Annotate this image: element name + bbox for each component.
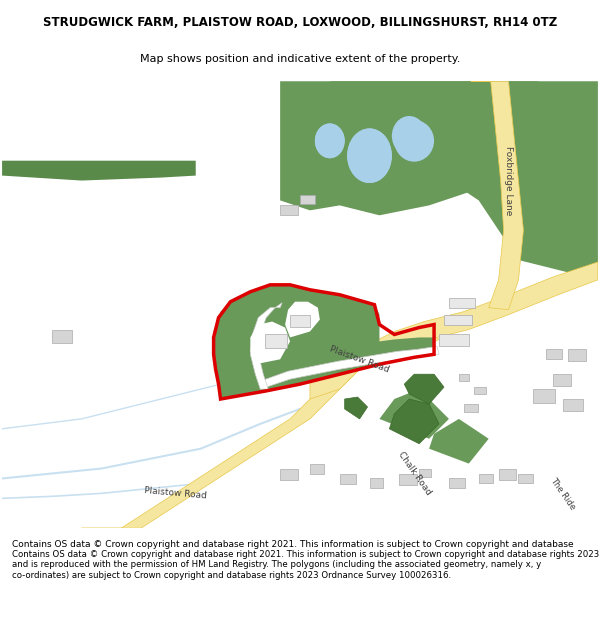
Bar (290, 314, 310, 326)
Polygon shape (280, 81, 538, 215)
Text: STRUDGWICK FARM, PLAISTOW ROAD, LOXWOOD, BILLINGSHURST, RH14 0TZ: STRUDGWICK FARM, PLAISTOW ROAD, LOXWOOD,… (43, 16, 557, 29)
Bar (280, 206, 298, 215)
Text: Chalk Road: Chalk Road (396, 450, 433, 497)
Polygon shape (310, 262, 598, 399)
Bar (52, 329, 71, 343)
Polygon shape (260, 346, 439, 389)
Ellipse shape (347, 128, 392, 183)
Polygon shape (429, 419, 488, 464)
Polygon shape (82, 324, 439, 528)
Polygon shape (2, 161, 196, 181)
Bar (546, 349, 562, 359)
Bar (400, 474, 417, 486)
Polygon shape (250, 322, 290, 364)
Bar (563, 399, 583, 411)
Bar (568, 349, 586, 361)
Text: Plaistow Road: Plaistow Road (144, 486, 208, 501)
Bar (459, 374, 469, 381)
Polygon shape (379, 389, 449, 439)
Bar (300, 196, 315, 204)
Text: Contains OS data © Crown copyright and database right 2021. This information is : Contains OS data © Crown copyright and d… (12, 540, 574, 569)
Polygon shape (344, 397, 368, 419)
Polygon shape (214, 285, 434, 399)
Bar (553, 374, 571, 386)
Ellipse shape (347, 128, 392, 183)
Bar (474, 387, 486, 394)
Polygon shape (389, 399, 439, 444)
Bar (439, 334, 469, 346)
Bar (479, 474, 493, 484)
Text: Map shows position and indicative extent of the property.: Map shows position and indicative extent… (140, 54, 460, 64)
Ellipse shape (394, 120, 434, 162)
Text: Foxbridge Lane: Foxbridge Lane (504, 146, 513, 215)
Ellipse shape (315, 124, 344, 158)
Polygon shape (404, 374, 444, 404)
Polygon shape (330, 81, 598, 280)
Ellipse shape (315, 124, 344, 158)
Bar (340, 474, 356, 484)
Bar (444, 314, 472, 324)
Bar (280, 469, 298, 481)
Polygon shape (250, 302, 282, 389)
Bar (449, 298, 475, 308)
Bar (464, 404, 478, 412)
Polygon shape (471, 81, 523, 309)
Text: Contains OS data © Crown copyright and database right 2021. This information is : Contains OS data © Crown copyright and d… (12, 550, 599, 580)
Ellipse shape (392, 116, 427, 156)
Bar (419, 469, 431, 478)
Bar (518, 474, 533, 484)
Bar (449, 479, 465, 488)
Polygon shape (285, 302, 320, 338)
Text: Plaistow Road: Plaistow Road (329, 344, 391, 374)
Bar (533, 389, 555, 403)
Bar (310, 464, 324, 474)
Text: The Ride: The Ride (549, 476, 577, 511)
Bar (370, 479, 383, 488)
Bar (265, 334, 287, 348)
Bar (499, 469, 517, 481)
